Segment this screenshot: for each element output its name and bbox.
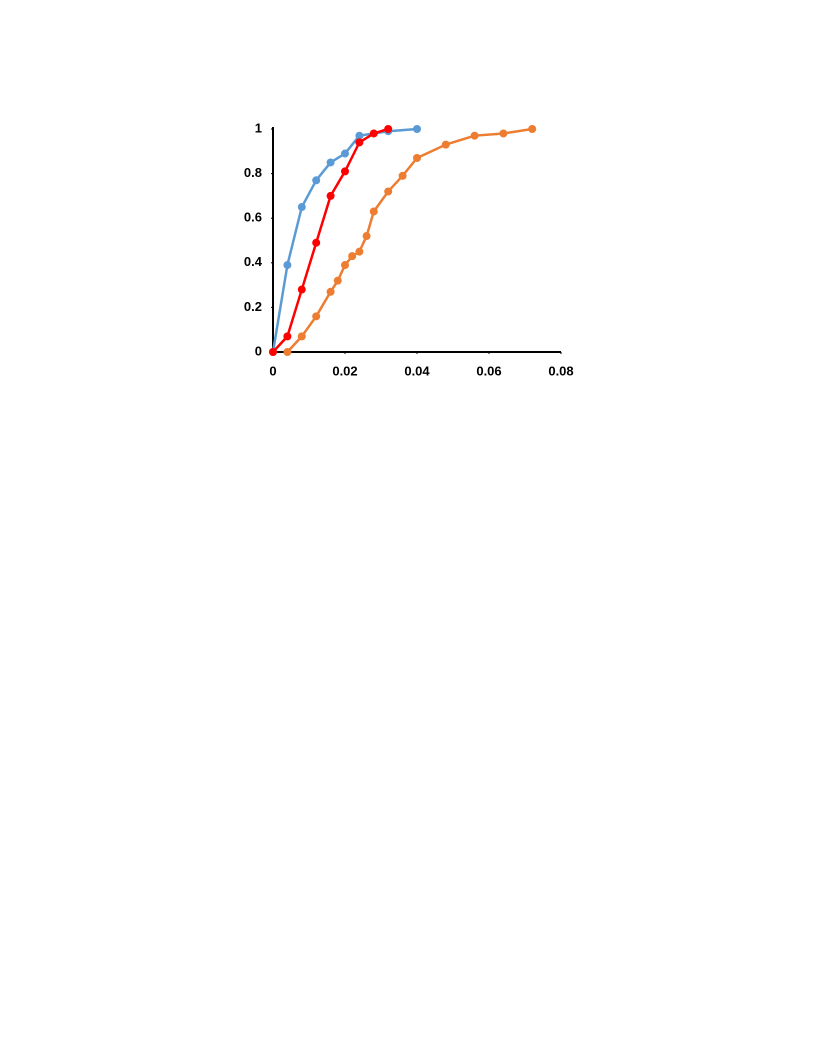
- point: [348, 252, 357, 261]
- point: [362, 232, 371, 241]
- point: [355, 247, 364, 256]
- y-tick-label: 1: [255, 120, 262, 135]
- point: [355, 131, 364, 140]
- point: [297, 332, 306, 341]
- point: [413, 153, 421, 162]
- point: [441, 140, 450, 149]
- y-tick-label: 0.2: [244, 299, 262, 314]
- x-tick-label: 0.06: [476, 363, 501, 378]
- series-line: [271, 127, 418, 353]
- point: [283, 348, 292, 356]
- point: [384, 125, 393, 133]
- y-tick-label: 0.6: [244, 210, 262, 225]
- point: [341, 167, 349, 176]
- point: [269, 348, 277, 356]
- x-tick-label: 0.08: [548, 363, 573, 378]
- x-tick-label: 0.04: [404, 363, 430, 378]
- series-line: [286, 127, 533, 353]
- point: [333, 276, 342, 285]
- point: [283, 332, 292, 341]
- point: [297, 285, 306, 294]
- point: [398, 171, 407, 180]
- point: [297, 203, 306, 212]
- point: [312, 312, 321, 321]
- point: [326, 158, 335, 167]
- y-tick-label: 0.4: [244, 254, 263, 269]
- point: [384, 187, 393, 196]
- point: [528, 125, 537, 133]
- x-tick-label: 0.02: [332, 363, 357, 378]
- point: [283, 261, 292, 270]
- point: [369, 207, 378, 216]
- point: [499, 129, 508, 138]
- point: [312, 238, 321, 247]
- point: [369, 129, 378, 138]
- point: [341, 149, 349, 158]
- x-tick-label: 0: [269, 363, 276, 378]
- point: [326, 191, 335, 200]
- point: [355, 138, 364, 147]
- y-tick-label: 0.8: [244, 165, 262, 180]
- point: [341, 261, 349, 270]
- point: [413, 125, 421, 133]
- point: [470, 131, 479, 140]
- point: [312, 176, 321, 185]
- point: [326, 287, 335, 296]
- y-tick-label: 0: [255, 343, 262, 358]
